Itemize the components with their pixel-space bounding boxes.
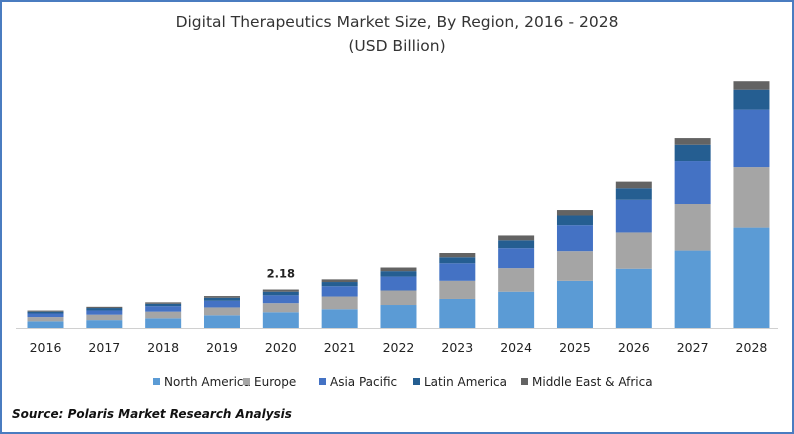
bar-segment-asia-pacific-2025 (556, 225, 593, 252)
bar-segment-middle-east-africa-2016 (27, 310, 64, 312)
bar-segment-asia-pacific-2019 (203, 300, 240, 308)
bar-segment-latin-america-2020 (262, 291, 299, 296)
bar-segment-europe-2026 (615, 232, 652, 269)
bar-segment-middle-east-africa-2028 (733, 81, 770, 90)
bar-segment-middle-east-africa-2022 (380, 267, 417, 272)
bar-segment-north-america-2018 (145, 318, 182, 328)
bar-segment-north-america-2028 (733, 227, 770, 328)
legend-label-north-america: North America (164, 375, 251, 389)
legend-swatch-middle-east-africa (521, 378, 528, 385)
bar-segment-north-america-2022 (380, 305, 417, 328)
bar-segment-latin-america-2025 (556, 215, 593, 226)
bar-segment-europe-2020 (262, 303, 299, 313)
chart-subtitle: (USD Billion) (348, 37, 446, 55)
bar-segment-latin-america-2026 (615, 188, 652, 200)
bar-segment-north-america-2025 (556, 280, 593, 328)
legend-label-middle-east-africa: Middle East & Africa (532, 375, 653, 389)
bar-segment-asia-pacific-2023 (439, 263, 476, 281)
x-tick-label-2017: 2017 (88, 340, 120, 355)
x-tick-label-2019: 2019 (206, 340, 238, 355)
bar-segment-europe-2024 (498, 268, 535, 292)
bar-segment-europe-2028 (733, 167, 770, 228)
bar-segment-middle-east-africa-2023 (439, 253, 476, 258)
bar-segment-north-america-2023 (439, 298, 476, 328)
x-tick-label-2026: 2026 (618, 340, 650, 355)
bar-segment-middle-east-africa-2020 (262, 289, 299, 292)
bar-segment-europe-2016 (27, 317, 64, 322)
bar-segment-europe-2025 (556, 251, 593, 281)
bar-segment-latin-america-2027 (674, 144, 711, 162)
bar-segment-middle-east-africa-2017 (86, 306, 123, 309)
bar-segment-latin-america-2017 (86, 308, 123, 311)
x-tick-label-2016: 2016 (30, 340, 62, 355)
bar-segment-asia-pacific-2026 (615, 199, 652, 233)
bar-segment-latin-america-2021 (321, 282, 358, 287)
bar-segment-middle-east-africa-2018 (145, 302, 182, 304)
bar-segment-europe-2019 (203, 307, 240, 316)
bar-segment-asia-pacific-2020 (262, 295, 299, 304)
bar-segment-latin-america-2018 (145, 303, 182, 307)
bar-segment-north-america-2016 (27, 321, 64, 328)
x-tick-label-2020: 2020 (265, 340, 297, 355)
bar-segment-latin-america-2024 (498, 240, 535, 249)
bar-segment-north-america-2027 (674, 250, 711, 328)
source-note: Source: Polaris Market Research Analysis (12, 407, 292, 421)
bar-segment-asia-pacific-2022 (380, 276, 417, 291)
bar-segment-europe-2023 (439, 280, 476, 299)
bar-segment-latin-america-2016 (27, 311, 64, 314)
bar-segment-asia-pacific-2021 (321, 286, 358, 297)
legend-label-latin-america: Latin America (424, 375, 507, 389)
bar-segment-middle-east-africa-2024 (498, 235, 535, 241)
x-tick-label-2021: 2021 (324, 340, 356, 355)
x-tick-label-2027: 2027 (677, 340, 709, 355)
bar-segment-europe-2017 (86, 314, 123, 321)
legend-swatch-asia-pacific (319, 378, 326, 385)
legend-label-europe: Europe (254, 375, 296, 389)
bar-segment-middle-east-africa-2019 (203, 296, 240, 298)
x-tick-label-2024: 2024 (500, 340, 532, 355)
bar-segment-asia-pacific-2017 (86, 310, 123, 315)
x-tick-label-2022: 2022 (383, 340, 415, 355)
bar-segment-middle-east-africa-2027 (674, 138, 711, 145)
bar-segment-asia-pacific-2024 (498, 248, 535, 269)
legend-swatch-europe (243, 378, 250, 385)
bar-segment-north-america-2021 (321, 309, 358, 328)
bar-segment-north-america-2026 (615, 268, 652, 328)
bar-segment-latin-america-2023 (439, 257, 476, 264)
bar-segment-asia-pacific-2018 (145, 306, 182, 312)
legend-label-asia-pacific: Asia Pacific (330, 375, 397, 389)
bar-segment-europe-2027 (674, 204, 711, 251)
bar-segment-north-america-2020 (262, 312, 299, 328)
bar-segment-north-america-2024 (498, 291, 535, 328)
x-tick-label-2028: 2028 (736, 340, 768, 355)
bar-segment-europe-2021 (321, 296, 358, 310)
bar-segment-latin-america-2019 (203, 297, 240, 301)
x-tick-label-2023: 2023 (441, 340, 473, 355)
data-label-2020: 2.18 (267, 267, 295, 281)
bar-segment-middle-east-africa-2025 (556, 210, 593, 216)
bar-segment-europe-2022 (380, 290, 417, 306)
bar-segment-asia-pacific-2027 (674, 161, 711, 204)
bar-segment-europe-2018 (145, 311, 182, 319)
bar-segment-middle-east-africa-2021 (321, 279, 358, 283)
legend-swatch-north-america (153, 378, 160, 385)
bar-segment-middle-east-africa-2026 (615, 181, 652, 189)
bar-segment-north-america-2017 (86, 320, 123, 328)
bar-segment-asia-pacific-2028 (733, 109, 770, 168)
bar-segment-asia-pacific-2016 (27, 313, 64, 318)
bar-segment-latin-america-2022 (380, 271, 417, 277)
x-tick-label-2018: 2018 (147, 340, 179, 355)
legend-swatch-latin-america (413, 378, 420, 385)
chart-title: Digital Therapeutics Market Size, By Reg… (175, 13, 619, 31)
bar-segment-north-america-2019 (203, 315, 240, 328)
x-tick-label-2025: 2025 (559, 340, 591, 355)
bar-segment-latin-america-2028 (733, 89, 770, 110)
